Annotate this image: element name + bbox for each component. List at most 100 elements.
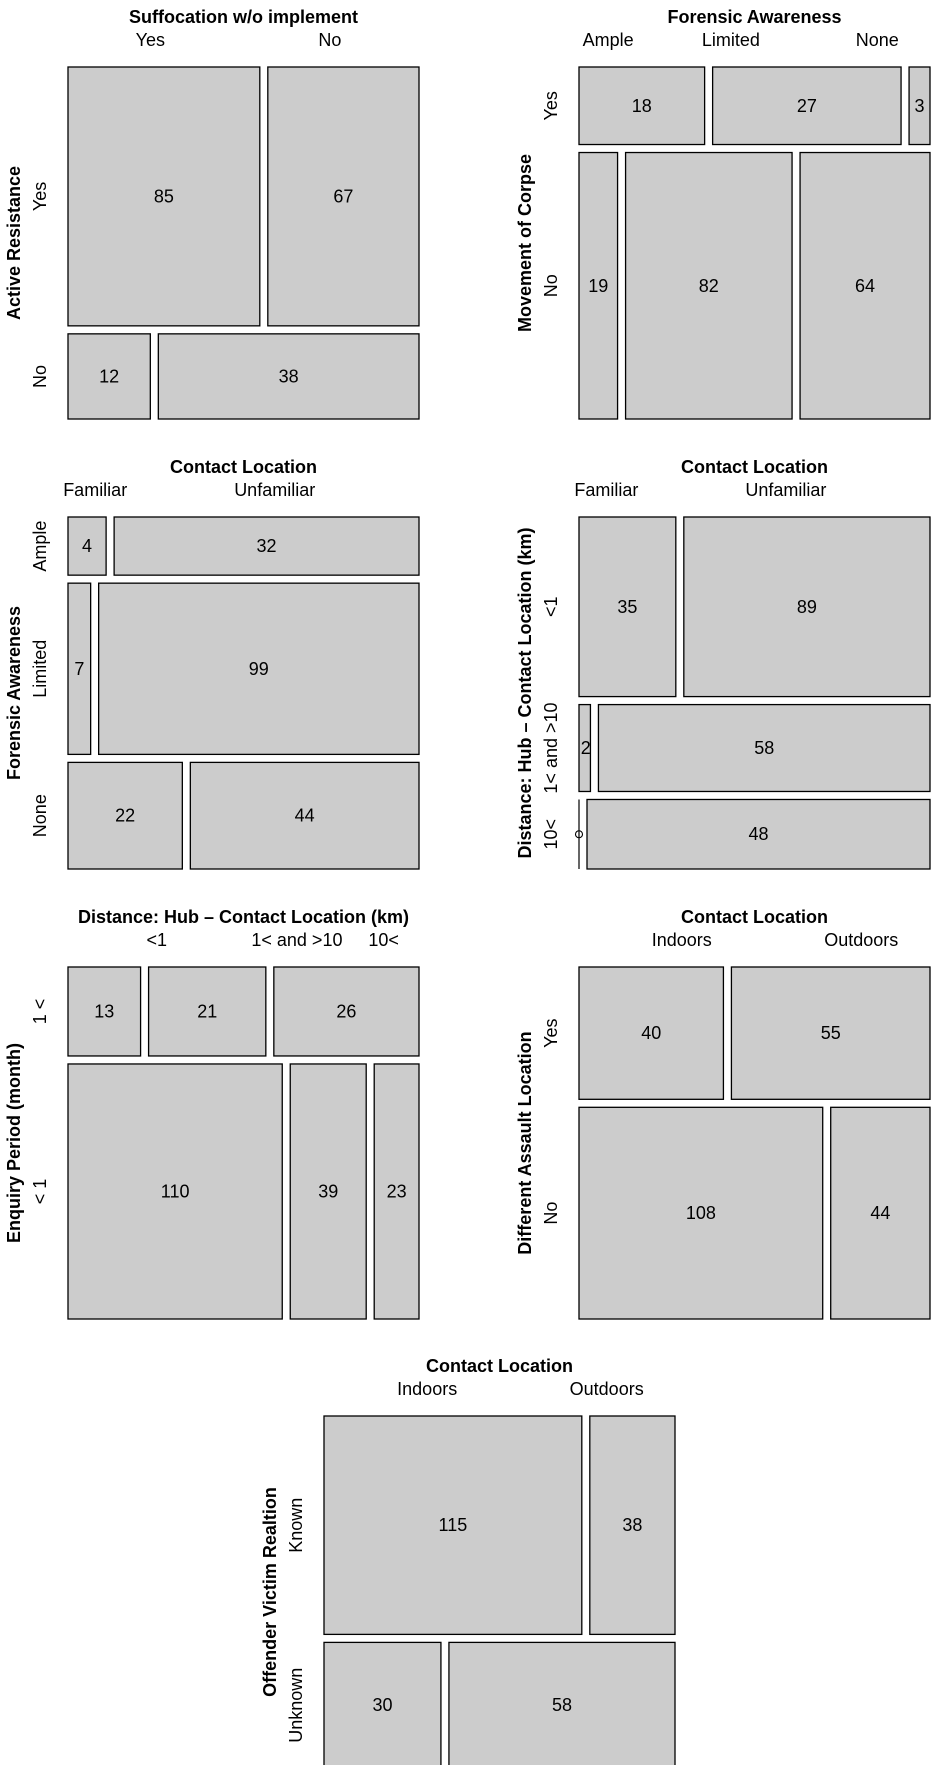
row-level-label: Known	[286, 1498, 306, 1553]
column-level-label: No	[318, 30, 341, 50]
cell-count-label: 18	[632, 96, 652, 116]
cell-count-label: 7	[74, 659, 84, 679]
column-level-label: 1< and >10	[251, 930, 342, 950]
mosaic-cell	[67, 66, 261, 327]
panel-title: Contact Location	[681, 907, 828, 927]
row-level-label: < 1	[30, 1179, 50, 1205]
mosaic-cell	[448, 1641, 676, 1765]
mosaic-cell	[267, 66, 420, 327]
column-level-label: <1	[147, 930, 168, 950]
column-level-label: Yes	[136, 30, 165, 50]
cell-count-label: 44	[295, 806, 315, 826]
mosaic-cell	[683, 516, 931, 698]
y-variable-label: Distance: Hub – Contact Location (km)	[515, 527, 535, 858]
row-level-label: No	[541, 1202, 561, 1225]
mosaic-cell	[711, 66, 902, 146]
cell-count-label: 38	[622, 1515, 642, 1535]
column-level-label: None	[856, 30, 899, 50]
row-level-label: Limited	[30, 640, 50, 698]
mosaic-cell	[323, 1415, 583, 1636]
mosaic-cell	[323, 1641, 442, 1765]
row-level-label: None	[30, 794, 50, 837]
cell-count-label: 55	[821, 1023, 841, 1043]
row-level-label: 10<	[541, 819, 561, 850]
mosaic-cell	[578, 966, 725, 1100]
row-level-label: Ample	[30, 521, 50, 572]
cell-count-label: 44	[870, 1203, 890, 1223]
mosaic-panel: Contact Location Indoors Outdoors Different…	[515, 907, 931, 1320]
panel-title: Suffocation w/o implement	[129, 7, 358, 27]
column-level-label: Outdoors	[824, 930, 898, 950]
cell-count-label: 13	[94, 1001, 114, 1021]
mosaic-panel: Contact Location Indoors Outdoors Offender …	[260, 1356, 676, 1765]
cell-count-label: 108	[686, 1203, 716, 1223]
mosaic-cell	[578, 516, 677, 698]
cell-count-label: 3	[915, 96, 925, 116]
mosaic-cell	[157, 333, 420, 420]
row-level-label: Yes	[30, 182, 50, 211]
mosaic-panel: Contact Location Familiar Unfamiliar Distan…	[515, 457, 931, 870]
column-level-label: Familiar	[63, 480, 127, 500]
row-level-label: Yes	[541, 1018, 561, 1047]
mosaic-cell	[830, 1106, 931, 1320]
cell-count-label: 115	[439, 1515, 468, 1535]
cell-count-label: 39	[318, 1181, 338, 1201]
panel-title: Contact Location	[681, 457, 828, 477]
panel-title: Contact Location	[170, 457, 317, 477]
cell-count-label: 12	[99, 366, 119, 386]
cell-count-label: 23	[387, 1181, 407, 1201]
cell-count-label: 4	[82, 536, 92, 556]
cell-count-label: 22	[115, 806, 135, 826]
mosaic-cell	[67, 516, 107, 576]
mosaic-cell	[289, 1063, 367, 1320]
mosaic-cell	[908, 66, 931, 146]
cell-count-label: 21	[197, 1001, 217, 1021]
mosaic-cell	[147, 966, 267, 1057]
row-level-label: Yes	[541, 91, 561, 120]
panel-title: Contact Location	[426, 1356, 573, 1376]
cell-count-label: 64	[855, 276, 875, 296]
y-variable-label: Enquiry Period (month)	[4, 1043, 24, 1243]
cell-count-label: 26	[336, 1001, 356, 1021]
column-level-label: Indoors	[397, 1379, 457, 1399]
mosaic-cell	[799, 151, 931, 420]
column-level-label: Ample	[583, 30, 634, 50]
cell-count-label: 67	[333, 186, 353, 206]
row-level-label: <1	[541, 597, 561, 618]
cell-count-label: 58	[552, 1695, 572, 1715]
mosaic-cell	[578, 703, 592, 793]
mosaic-cell	[67, 333, 151, 420]
cell-count-label: 48	[748, 824, 768, 844]
column-level-label: Outdoors	[570, 1379, 644, 1399]
mosaic-cell	[67, 761, 183, 870]
column-level-label: Indoors	[652, 930, 712, 950]
cell-count-label: 32	[257, 536, 277, 556]
mosaic-empty-cell-marker	[574, 830, 584, 839]
mosaic-cell	[578, 66, 706, 146]
mosaic-cell	[67, 582, 92, 756]
cell-count-label: 38	[279, 366, 299, 386]
cell-count-label: 19	[588, 276, 608, 296]
mosaic-cell	[67, 1063, 283, 1320]
mosaic-panel: Contact Location Familiar Unfamiliar Forens…	[4, 457, 420, 870]
mosaic-cell	[624, 151, 793, 420]
column-level-label: Unfamiliar	[745, 480, 826, 500]
cell-count-label: 99	[249, 659, 269, 679]
cell-count-label: 2	[581, 738, 591, 758]
mosaic-panel: Suffocation w/o implement Yes No Active Res…	[4, 7, 420, 420]
mosaic-cell	[67, 966, 142, 1057]
mosaic-cell	[98, 582, 420, 756]
cell-count-label: 85	[154, 186, 174, 206]
mosaic-cell	[586, 798, 931, 870]
mosaic-cell	[189, 761, 420, 870]
column-level-label: 10<	[368, 930, 399, 950]
mosaic-cell	[730, 966, 931, 1100]
cell-count-label: 30	[372, 1695, 392, 1715]
y-variable-label: Different Assault Location	[515, 1031, 535, 1254]
mosaic-cell	[597, 703, 931, 793]
mosaic-cell	[589, 1415, 676, 1636]
row-level-label: 1< and >10	[541, 702, 561, 793]
cell-count-label: 58	[754, 738, 774, 758]
column-level-label: Unfamiliar	[234, 480, 315, 500]
